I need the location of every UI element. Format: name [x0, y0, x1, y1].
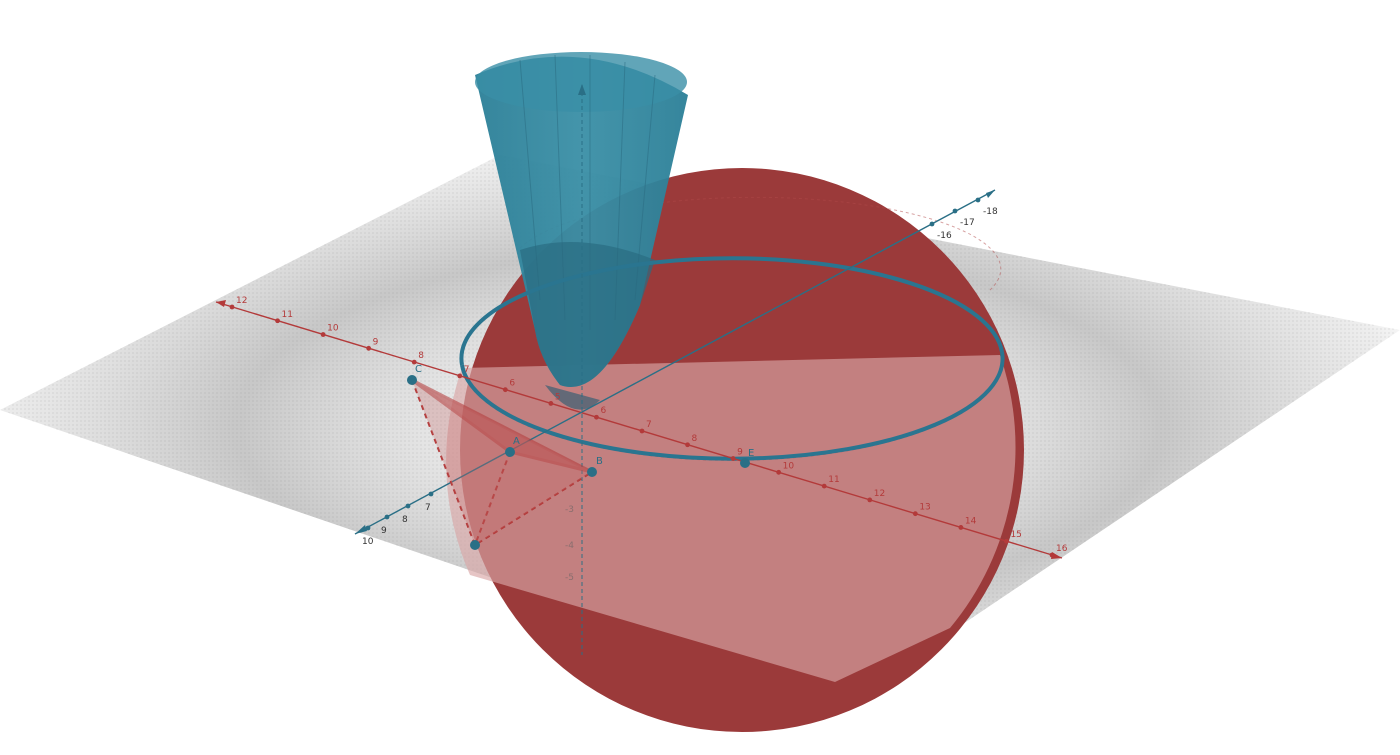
point-C[interactable]: C [407, 364, 422, 385]
point-B-label: B [596, 456, 603, 467]
y-tick-mark [365, 525, 371, 531]
x-tick-label: 10 [783, 461, 795, 471]
y-tick-label: 7 [425, 503, 431, 513]
x-tick-mark [1004, 538, 1009, 544]
point-E[interactable]: E [740, 448, 754, 468]
x-tick-label: 11 [282, 310, 293, 320]
x-tick-mark [821, 483, 827, 489]
x-tick-mark [366, 345, 372, 351]
z-tick-label: -4 [565, 541, 574, 551]
x-tick-mark [229, 304, 235, 310]
y-tick-label: 10 [362, 537, 374, 547]
x-tick-label: 13 [919, 503, 930, 513]
x-tick-label: 6 [600, 406, 606, 416]
point-E-label: E [748, 448, 754, 459]
y-tick-mark [975, 197, 981, 203]
x-tick-label: 7 [646, 420, 652, 430]
x-tick-mark [958, 525, 964, 530]
x-tick-mark [594, 414, 599, 420]
point-A[interactable]: A [505, 436, 520, 457]
x-tick-mark [730, 456, 736, 461]
y-tick-label: 9 [381, 526, 387, 536]
x-tick-label: 10 [327, 324, 339, 334]
x-tick-mark [639, 428, 645, 434]
x-tick-mark [457, 373, 463, 379]
y-tick-mark [929, 221, 935, 227]
x-tick-label: 16 [1056, 544, 1068, 554]
intersection-circle[interactable] [459, 256, 1005, 461]
x-tick-label: 14 [965, 516, 977, 526]
point-B[interactable]: B [587, 456, 603, 477]
x-tick-mark [411, 359, 417, 365]
y-tick-mark [952, 208, 958, 214]
x-tick-mark [685, 442, 690, 448]
x-tick-label: 9 [737, 448, 743, 458]
x-tick-mark [867, 497, 873, 503]
y-tick-label: -16 [937, 231, 952, 241]
z-tick-label: -3 [565, 505, 574, 515]
x-tick-mark [1049, 552, 1055, 558]
x-tick-label: 15 [1010, 530, 1021, 540]
x-tick-label: 12 [874, 489, 885, 499]
x-tick-label: 8 [418, 351, 424, 361]
y-axis[interactable] [354, 189, 996, 535]
point-C-label: C [415, 364, 422, 375]
x-axis-ticks: 12 11 10 9 8 7 6 5 6 7 8 9 10 11 12 13 14 15 16 [229, 296, 1068, 558]
x-tick-label: 12 [236, 296, 247, 306]
x-tick-mark [320, 332, 326, 337]
x-tick-label: 7 [464, 365, 470, 375]
y-tick-mark [384, 514, 390, 520]
x-tick-label: 9 [373, 337, 379, 347]
y-tick-label: 8 [402, 515, 408, 525]
x-tick-mark [912, 511, 918, 517]
point-D[interactable] [470, 540, 480, 550]
x-tick-label: 6 [509, 379, 515, 389]
x-tick-mark [502, 387, 508, 393]
z-axis[interactable]: -3 -4 -5 [565, 84, 586, 655]
y-tick-mark [428, 491, 434, 497]
x-tick-mark [548, 401, 554, 406]
triangle-polygon[interactable] [411, 378, 593, 547]
x-tick-label: 5 [555, 392, 561, 402]
y-tick-label: -17 [960, 218, 975, 228]
x-tick-mark [275, 318, 280, 324]
point-A-label: A [513, 436, 520, 447]
x-tick-label: 11 [828, 475, 839, 485]
y-tick-mark [405, 503, 411, 509]
z-tick-label: -5 [565, 573, 574, 583]
y-axis-ticks: 10 9 8 7 -16 -17 -18 [362, 197, 998, 547]
x-tick-label: 8 [692, 434, 698, 444]
y-tick-label: -18 [983, 207, 998, 217]
x-tick-mark [776, 469, 782, 475]
